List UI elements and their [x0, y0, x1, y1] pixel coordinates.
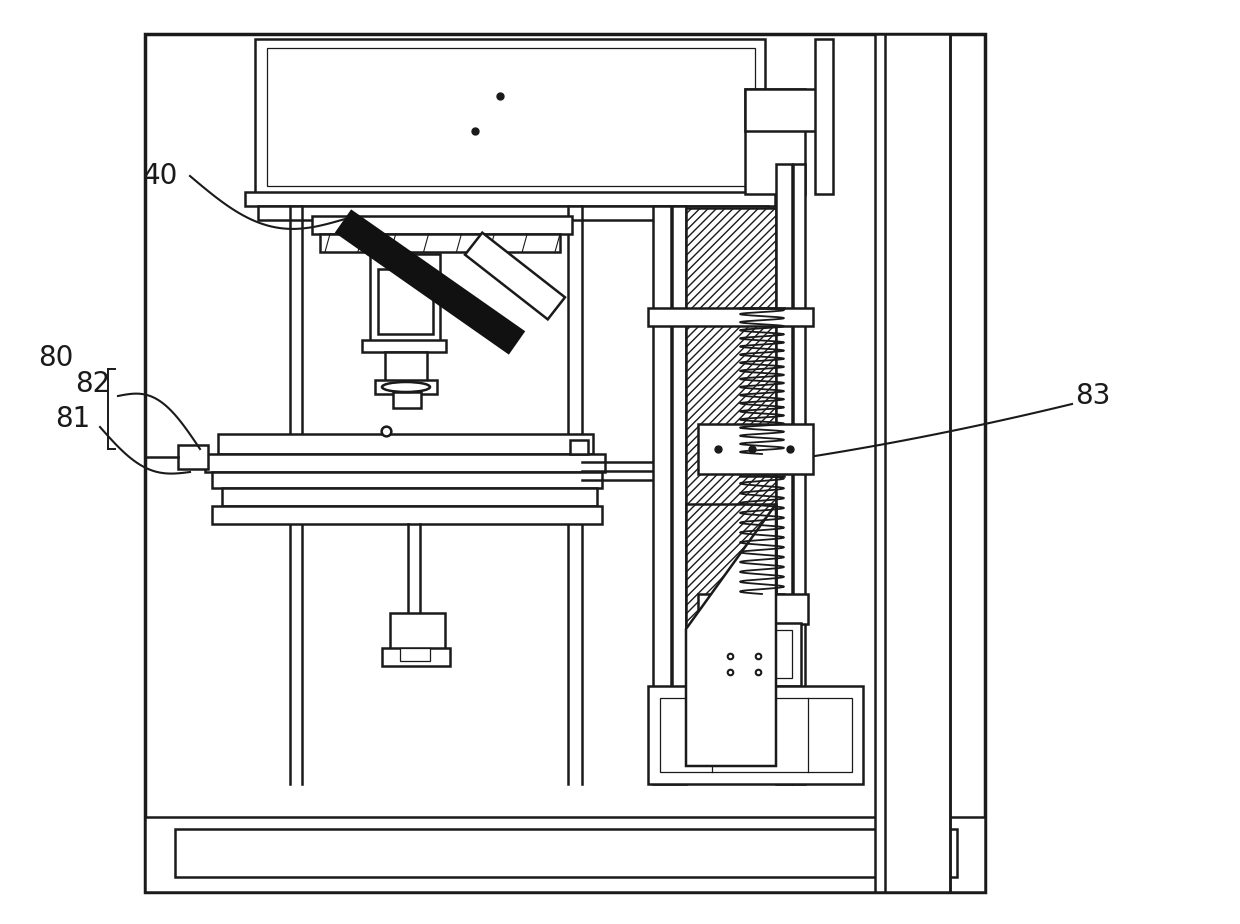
Polygon shape — [465, 233, 565, 320]
Bar — [391, 613, 445, 649]
Ellipse shape — [382, 382, 430, 392]
Bar — [776, 164, 792, 784]
Bar — [179, 445, 208, 469]
Bar — [378, 269, 433, 334]
Bar — [205, 454, 605, 472]
Bar — [258, 206, 768, 220]
Text: 80: 80 — [38, 344, 73, 372]
Bar — [660, 698, 852, 772]
Bar — [370, 254, 440, 344]
Bar — [212, 472, 601, 488]
Text: 81: 81 — [55, 405, 91, 433]
Bar — [246, 192, 775, 206]
Text: 40: 40 — [143, 162, 179, 190]
Bar — [649, 686, 863, 784]
Bar — [222, 488, 596, 506]
Bar — [686, 208, 776, 766]
Bar — [570, 440, 588, 454]
Bar — [706, 623, 801, 686]
Bar — [362, 340, 446, 352]
Bar — [815, 39, 833, 194]
Bar — [745, 89, 830, 131]
Bar — [401, 648, 430, 661]
Bar — [320, 234, 560, 252]
Bar — [649, 308, 813, 326]
Bar — [686, 504, 776, 766]
Bar — [875, 34, 950, 892]
Bar — [312, 216, 572, 234]
Polygon shape — [348, 234, 379, 254]
Bar — [145, 817, 985, 892]
Bar — [714, 630, 792, 678]
Bar — [698, 424, 813, 474]
Text: 83: 83 — [1075, 382, 1110, 410]
Bar — [653, 206, 671, 784]
Text: 82: 82 — [74, 370, 110, 398]
Bar — [745, 89, 805, 194]
Bar — [698, 594, 808, 624]
Bar — [145, 34, 985, 892]
Bar — [384, 352, 427, 382]
Bar — [672, 206, 686, 784]
Bar — [212, 506, 601, 524]
Bar — [267, 48, 755, 186]
Polygon shape — [336, 211, 523, 353]
Polygon shape — [686, 504, 776, 766]
Bar — [393, 392, 422, 408]
Bar — [374, 380, 436, 394]
Bar — [175, 829, 957, 877]
Bar — [218, 434, 593, 454]
Bar — [794, 164, 805, 784]
Bar — [382, 648, 450, 666]
Bar — [255, 39, 765, 194]
